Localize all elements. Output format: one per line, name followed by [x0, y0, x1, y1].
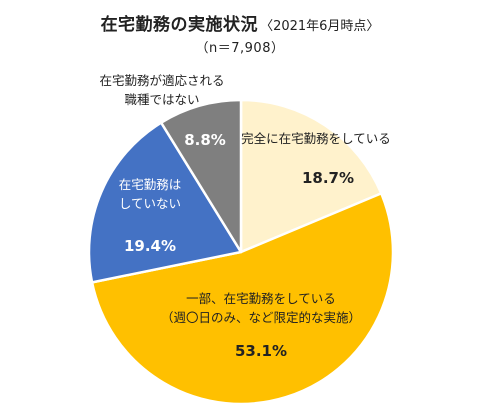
- slice-label: 在宅勤務が適応される職種ではない: [99, 73, 224, 107]
- slice-value-label: 18.7%: [302, 169, 354, 187]
- slice-value-label: 8.8%: [184, 131, 226, 149]
- chart-subtitle: （n＝7,908）: [195, 41, 285, 56]
- pie-slice: [239, 98, 383, 254]
- chart-title: 在宅勤務の実施状況: [100, 15, 259, 35]
- slice-label: 在宅勤務はしていない: [119, 177, 182, 211]
- slice-label: 完全に在宅勤務をしている: [241, 131, 391, 146]
- pie-slice: [159, 98, 243, 254]
- chart-title-note: 〈2021年6月時点〉: [260, 19, 380, 34]
- pie-slice: [90, 192, 395, 406]
- chart-title-line: 在宅勤務の実施状況 〈2021年6月時点〉: [0, 10, 480, 35]
- pie-slice: [87, 121, 243, 284]
- slice-value-label: 19.4%: [124, 237, 176, 255]
- slice-value-label: 53.1%: [235, 342, 287, 360]
- slice-label: 一部、在宅勤務をしている（週〇日のみ、など限定的な実施）: [161, 291, 361, 325]
